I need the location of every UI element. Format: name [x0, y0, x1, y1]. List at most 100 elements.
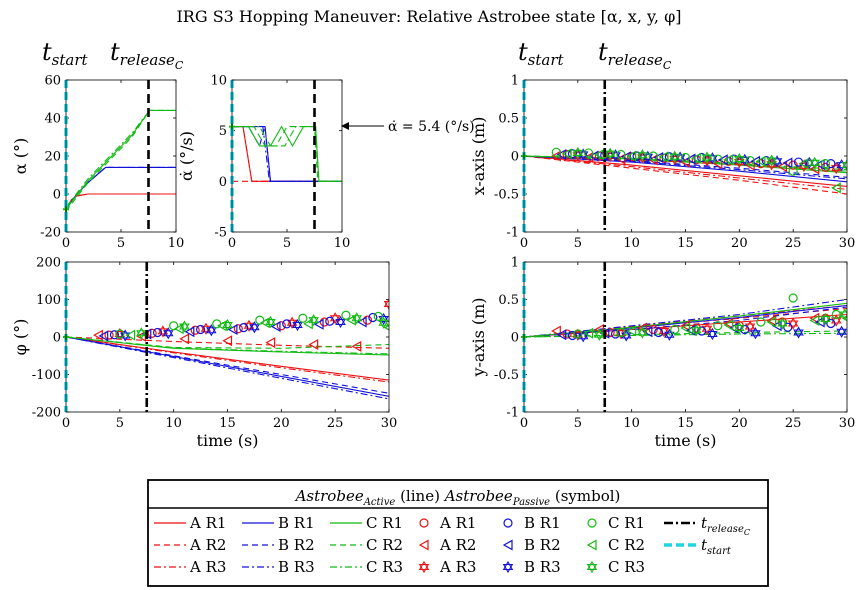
series-line-c-r2	[232, 126, 342, 182]
x-tick-label: 20	[273, 416, 290, 431]
symbol-c-r3	[809, 156, 820, 166]
figure-title: IRG S3 Hopping Maneuver: Relative Astrob…	[176, 7, 681, 26]
plot-area	[66, 80, 176, 232]
symbol-b-r2	[556, 148, 567, 161]
symbol-b-r2	[98, 330, 109, 342]
symbol-c-r3	[378, 316, 389, 326]
series-line-c-r2	[66, 109, 176, 212]
symbol-c-r3	[820, 315, 831, 326]
plot-content	[66, 262, 389, 412]
y-axis-label: y-axis (m)	[469, 297, 488, 377]
series-line-a-r3	[524, 304, 847, 338]
series-line-c-r3	[66, 109, 176, 208]
symbol-c-r1	[551, 147, 561, 157]
symbol-a-r3	[766, 161, 777, 171]
x-tick-label: 0	[62, 416, 70, 431]
symbol-c-r3	[136, 330, 147, 340]
legend: AstrobeeActive (line) AstrobeePassive (s…	[147, 479, 769, 587]
legend-line-label: B R2	[278, 536, 315, 554]
series-line-c-r3	[232, 126, 342, 182]
x-tick-label: 0	[520, 416, 528, 431]
plot-frame	[65, 261, 390, 413]
symbol-a-r2	[308, 338, 319, 351]
symbol-c-r1	[583, 148, 594, 158]
symbol-b-r1	[610, 329, 621, 339]
y-tick-label: 0	[511, 331, 519, 346]
series-line-a-r2	[524, 155, 847, 195]
legend-t-start-sub: start	[707, 546, 732, 557]
symbol-b-r1	[239, 323, 249, 333]
symbol-c-r2	[809, 314, 820, 327]
symbol-b-r3	[836, 328, 847, 338]
symbol-a-r1	[788, 160, 798, 170]
plot-area	[232, 80, 342, 232]
symbol-b-r1	[632, 151, 642, 161]
y-tick-label: 100	[36, 293, 61, 308]
y-tick-label: -1	[506, 226, 519, 241]
symbol-c-r3	[734, 155, 745, 166]
symbol-c-r1	[169, 321, 179, 331]
x-tick-label: 15	[677, 416, 694, 431]
symbol-c-r1	[648, 151, 658, 161]
legend-t-release-label: treleaseC	[701, 514, 750, 537]
t-start-label: tstart	[42, 38, 88, 69]
legend-header-passive-note: (symbol)	[550, 487, 620, 505]
symbol-c-r1	[616, 327, 626, 338]
symbol-c-r3	[594, 328, 605, 338]
symbol-c-r1	[680, 152, 691, 163]
symbol-a-r1	[104, 330, 114, 340]
symbol-b-r3	[335, 315, 346, 326]
symbol-b-r2	[717, 154, 728, 166]
legend-t-start-label: tstart	[701, 536, 732, 557]
y-tick-label: 20	[44, 150, 61, 165]
symbol-b-r3	[664, 331, 675, 341]
symbol-c-r2	[626, 325, 637, 337]
legend-line-label: A R1	[189, 514, 226, 532]
symbol-b-r1	[729, 154, 739, 164]
chart-yaxis: 0 5 10 15 20 25 30 -1 -0.5 0 0.5 1 y-axis (m) time (s…	[469, 256, 855, 451]
y-tick-label: 60	[44, 74, 61, 89]
symbol-c-r2	[594, 148, 604, 161]
symbol-b-r2	[270, 320, 281, 333]
symbol-a-r2	[647, 154, 658, 166]
symbol-c-r3	[179, 323, 190, 333]
symbol-c-r3	[820, 312, 831, 323]
symbol-b-r1	[783, 322, 793, 332]
symbol-a-r2	[179, 333, 190, 345]
t-release-label: treleaseC	[110, 38, 184, 72]
legend-t-release-subsub: C	[744, 528, 750, 537]
symbol-a-r3	[830, 165, 842, 175]
symbol-b-r1	[826, 159, 836, 169]
symbol-a-r3	[383, 300, 389, 311]
symbol-a-r2	[93, 329, 103, 341]
symbol-b-r3	[163, 330, 174, 340]
x-tick-label: 30	[839, 416, 856, 431]
series-line-a-r3	[66, 193, 176, 210]
symbol-b-r1	[653, 327, 664, 338]
symbol-a-r3	[787, 317, 799, 327]
y-tick-label: -1	[506, 406, 519, 421]
symbol-b-r1	[697, 152, 707, 163]
symbol-c-r3	[734, 321, 745, 332]
symbol-c-r2	[723, 154, 734, 166]
symbol-b-r1	[325, 316, 335, 326]
legend-symbol-label: B R1	[524, 514, 561, 532]
legend-line-label: A R3	[189, 558, 226, 576]
symbol-b-r3	[793, 329, 804, 339]
x-tick-label: 20	[731, 236, 748, 251]
legend-line-label: B R3	[278, 558, 315, 576]
x-tick-label: 30	[839, 236, 856, 251]
symbol-b-r1	[567, 330, 578, 341]
t-start-label: tstart	[518, 38, 564, 69]
legend-header-passive-sub: Passive	[512, 497, 550, 508]
symbol-b-r2	[556, 329, 567, 341]
legend-header-active: Astrobee	[294, 487, 364, 505]
t-release-label: treleaseC	[598, 38, 672, 72]
symbol-c-r1	[831, 309, 841, 320]
legend-symbol-sample	[419, 518, 429, 528]
symbol-b-r1	[567, 149, 578, 159]
legend-symbol-label: B R3	[524, 558, 561, 576]
symbol-b-r3	[621, 332, 632, 342]
plot-frame	[65, 79, 177, 233]
x-tick-label: 25	[785, 236, 802, 251]
